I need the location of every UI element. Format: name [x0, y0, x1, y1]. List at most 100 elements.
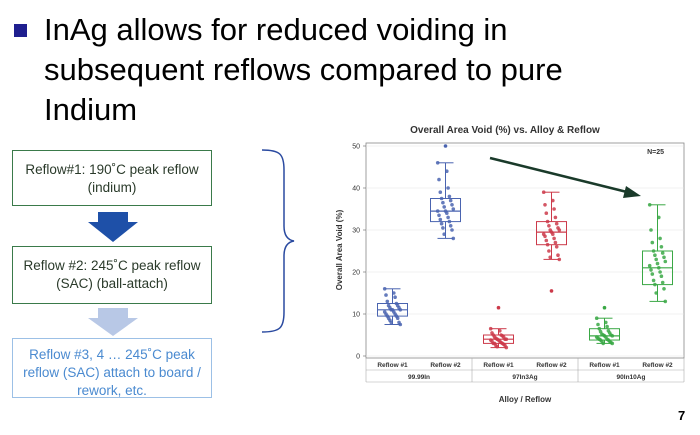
x-category-label: Reflow #2 [536, 362, 567, 369]
data-point [649, 228, 653, 232]
data-point [435, 209, 440, 213]
data-point [663, 259, 668, 264]
data-point [610, 334, 615, 338]
box-series [377, 144, 673, 350]
box-rect [430, 198, 461, 223]
y-tick-label: 40 [352, 186, 360, 193]
gridlines [366, 145, 684, 357]
x-category-label: Reflow #1 [483, 362, 514, 369]
data-point [447, 194, 452, 199]
data-point [557, 228, 562, 232]
box-5 [589, 316, 620, 346]
data-point [389, 320, 393, 325]
data-point [545, 242, 550, 247]
data-point [498, 329, 502, 333]
data-point [446, 215, 450, 220]
x-category-label: Reflow #1 [377, 362, 408, 369]
data-point [551, 198, 555, 203]
data-point [445, 211, 449, 215]
down-arrow-light-icon [88, 308, 138, 336]
data-point [451, 236, 456, 241]
data-point [545, 219, 550, 224]
data-point [553, 240, 558, 245]
data-point [395, 316, 400, 320]
data-point [442, 232, 446, 236]
plot-area [365, 142, 685, 359]
x-group-label: 97In3Ag [512, 374, 537, 381]
outlier-point [496, 305, 501, 310]
data-point [543, 234, 547, 239]
data-point [594, 316, 599, 320]
data-point [451, 207, 456, 211]
data-point [658, 270, 662, 274]
data-point [393, 295, 397, 299]
data-point [548, 255, 552, 260]
data-point [448, 198, 453, 203]
step-reflow-3: Reflow #3, 4 … 245˚C peak reflow (SAC) a… [12, 338, 212, 398]
box-4 [536, 190, 567, 262]
down-arrow-dark-icon [88, 212, 138, 242]
x-category-label: Reflow #1 [589, 362, 620, 369]
x-group-label: 90In10Ag [617, 374, 646, 381]
data-point [398, 308, 403, 312]
trend-arrow-head [623, 186, 641, 198]
data-point [439, 221, 444, 226]
data-point [392, 291, 396, 295]
data-point [547, 249, 551, 253]
data-point [663, 299, 668, 304]
data-point [662, 287, 666, 291]
outlier-point [443, 144, 448, 148]
data-point [385, 299, 390, 304]
sample-size-annotation: N=25 [647, 149, 664, 156]
box-rect [536, 221, 567, 246]
x-axis: Reflow #1 Reflow #2 Reflow #1 Reflow #2 Refl… [365, 358, 685, 383]
data-point [553, 215, 558, 220]
data-point [654, 257, 658, 262]
x-category-label: Reflow #2 [430, 362, 461, 369]
data-point [442, 205, 446, 209]
data-point [552, 236, 556, 241]
data-point [651, 249, 656, 253]
data-point [554, 221, 559, 226]
data-point [551, 232, 555, 236]
data-point [450, 228, 454, 232]
slide-title: InAg allows for reduced voiding in subse… [44, 12, 563, 127]
data-point [650, 272, 655, 276]
y-tick-label: 10 [352, 312, 360, 319]
box-3 [483, 326, 514, 350]
data-point [605, 324, 609, 329]
data-point [438, 190, 443, 194]
data-point [445, 169, 449, 173]
data-point [660, 251, 665, 255]
data-point [557, 257, 562, 262]
data-point [556, 253, 560, 257]
data-point [659, 274, 664, 278]
data-point [653, 253, 657, 257]
data-point [543, 203, 547, 207]
box-1 [377, 287, 408, 327]
data-point [382, 287, 387, 291]
data-point [544, 238, 549, 243]
data-point [655, 261, 660, 266]
data-point [495, 344, 499, 349]
data-point [660, 280, 665, 285]
data-point [504, 345, 509, 350]
y-tick-label: 0 [356, 354, 360, 361]
data-point [441, 200, 445, 205]
square-bullet-icon [14, 24, 27, 37]
data-point [659, 245, 664, 249]
data-point [647, 203, 652, 207]
data-point [384, 293, 388, 297]
box-2 [430, 161, 461, 241]
box-6 [642, 203, 673, 304]
data-point [541, 190, 546, 194]
data-point [398, 322, 403, 327]
data-point [658, 236, 662, 241]
data-point [447, 219, 452, 224]
data-point [651, 278, 656, 283]
data-point [596, 322, 600, 327]
data-point [439, 196, 444, 201]
data-point [504, 337, 509, 341]
data-point [435, 161, 440, 165]
data-point [438, 217, 443, 222]
